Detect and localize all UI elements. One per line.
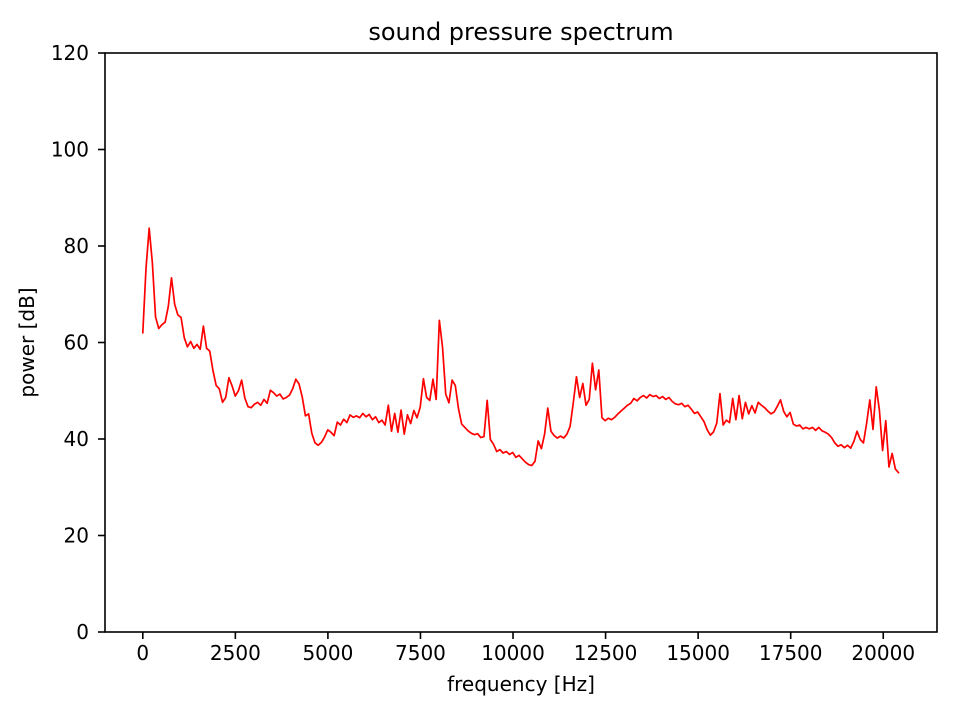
- x-tick-label: 0: [136, 641, 149, 665]
- chart-title: sound pressure spectrum: [368, 18, 673, 46]
- y-axis-ticks: 0 20 40 60 80 100 120: [51, 41, 105, 644]
- y-axis-label: power [dB]: [15, 287, 39, 397]
- y-tick-label: 0: [76, 620, 89, 644]
- y-tick-label: 80: [64, 234, 89, 258]
- y-tick-label: 100: [51, 138, 89, 162]
- y-tick-label: 120: [51, 41, 89, 65]
- y-tick-label: 20: [64, 524, 89, 548]
- x-tick-label: 20000: [851, 641, 915, 665]
- x-axis-label: frequency [Hz]: [447, 672, 595, 696]
- x-tick-label: 15000: [666, 641, 730, 665]
- x-tick-label: 2500: [210, 641, 261, 665]
- y-tick-label: 40: [64, 427, 89, 451]
- plot-area-border: [104, 52, 938, 633]
- x-tick-label: 7500: [395, 641, 446, 665]
- spectrum-line: [141, 227, 900, 474]
- x-tick-label: 17500: [759, 641, 823, 665]
- y-tick-label: 60: [64, 331, 89, 355]
- x-tick-label: 5000: [302, 641, 353, 665]
- x-tick-label: 10000: [481, 641, 545, 665]
- x-axis-ticks: 0 2500 5000 7500 10000 12500 15000 17500 20000: [136, 632, 915, 665]
- x-tick-label: 12500: [574, 641, 638, 665]
